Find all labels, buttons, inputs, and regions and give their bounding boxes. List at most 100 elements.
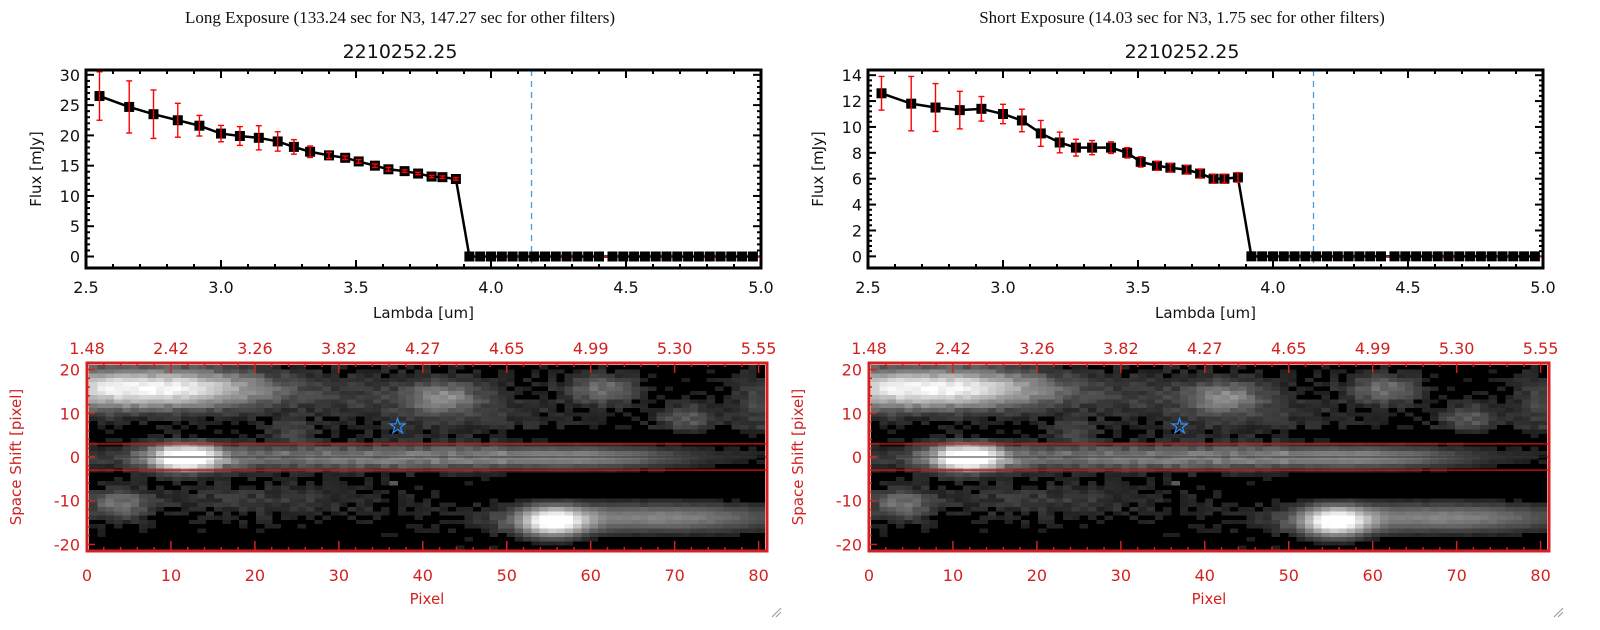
error-bar — [307, 145, 314, 159]
data-point — [1400, 251, 1411, 262]
error-bar — [255, 125, 262, 151]
y-tick-label: 20 — [60, 126, 80, 145]
data-point — [1475, 251, 1486, 262]
error-bar — [452, 177, 459, 181]
data-point — [540, 251, 550, 262]
data-point — [726, 251, 737, 262]
error-bar — [371, 163, 378, 169]
data-point — [715, 251, 726, 262]
data-point — [661, 251, 672, 262]
y-tick-label: 12 — [842, 92, 862, 111]
y-tick-label: 25 — [60, 96, 80, 115]
data-point — [639, 251, 650, 262]
long-exposure-2d-image — [89, 365, 765, 550]
error-bar — [342, 155, 349, 161]
error-bar — [1210, 173, 1217, 184]
x-axis-label: Lambda [um] — [1155, 304, 1256, 322]
x-tick-label: 4.5 — [1395, 278, 1420, 297]
data-point — [1519, 251, 1530, 262]
error-bar — [1018, 108, 1025, 133]
y-tick-label: 6 — [852, 170, 862, 189]
data-point — [1278, 251, 1289, 262]
error-bar — [274, 131, 281, 152]
plot-frame — [866, 68, 1545, 270]
data-point — [550, 251, 561, 262]
data-point — [583, 251, 594, 262]
data-point — [1529, 251, 1540, 262]
long-object-id: 2210252.25 — [343, 41, 458, 63]
x-tick-label: 3.5 — [343, 278, 368, 297]
resize-grip-icon[interactable] — [770, 606, 782, 618]
y-tick-label: 30 — [60, 66, 80, 85]
data-point — [1322, 251, 1332, 262]
data-point — [672, 251, 683, 262]
data-point — [1454, 251, 1465, 262]
x-tick-label: 2.5 — [73, 278, 98, 297]
data-point — [486, 251, 496, 262]
data-point — [1486, 251, 1497, 262]
error-bar — [126, 80, 133, 134]
data-point — [561, 251, 572, 262]
x-tick-label: 3.0 — [990, 278, 1015, 297]
data-point — [1268, 251, 1278, 262]
error-bar — [1197, 168, 1204, 179]
error-bar — [326, 151, 332, 160]
data-point — [1421, 251, 1432, 262]
error-bar — [1072, 138, 1079, 157]
error-bar — [908, 75, 915, 132]
data-point — [507, 251, 518, 262]
data-point — [1443, 251, 1454, 262]
data-point — [1246, 251, 1257, 262]
data-point — [704, 251, 715, 262]
resize-grip-icon[interactable] — [1552, 606, 1564, 618]
data-point — [475, 251, 486, 262]
data-point — [1311, 251, 1322, 262]
data-point — [1289, 251, 1300, 262]
data-point — [683, 251, 694, 262]
error-bar — [1153, 160, 1160, 171]
error-bar — [1234, 171, 1241, 183]
y-tick-label: 10 — [842, 118, 862, 137]
y-tick-label: 2 — [852, 221, 862, 240]
error-bar — [236, 125, 243, 147]
x-tick-label: 4.0 — [1260, 278, 1285, 297]
spectrum-line — [99, 94, 753, 258]
error-bar — [1183, 164, 1190, 175]
data-point — [1343, 251, 1354, 262]
y-tick-label: 10 — [60, 187, 80, 206]
error-bar — [150, 89, 157, 140]
data-point — [496, 251, 507, 262]
y-axis-label: Flux [mJy] — [809, 131, 827, 207]
data-point — [572, 251, 583, 262]
error-bar — [385, 166, 392, 172]
x-tick-label: 4.0 — [478, 278, 503, 297]
data-point — [1257, 251, 1268, 262]
data-point — [1497, 251, 1508, 262]
error-bar — [1037, 119, 1044, 148]
error-bar — [1000, 103, 1006, 125]
error-bar — [401, 169, 408, 174]
x-tick-label: 3.5 — [1125, 278, 1150, 297]
long-exposure-title: Long Exposure (133.24 sec for N3, 147.27… — [185, 8, 615, 27]
data-point — [693, 251, 704, 262]
y-tick-label: 5 — [70, 217, 80, 236]
error-bar — [428, 174, 435, 179]
data-point — [618, 251, 629, 262]
error-bar — [1056, 131, 1063, 154]
y-tick-label: 0 — [852, 247, 862, 266]
data-point — [1411, 251, 1422, 262]
y-tick-label: 8 — [852, 144, 862, 163]
error-bar — [439, 175, 446, 180]
data-point — [1389, 251, 1400, 262]
y-tick-label: 4 — [852, 196, 862, 215]
x-tick-label: 4.5 — [613, 278, 638, 297]
data-point — [650, 251, 661, 262]
data-point — [1376, 251, 1386, 262]
data-point — [1300, 251, 1311, 262]
short-object-id: 2210252.25 — [1125, 41, 1240, 63]
plot-frame — [84, 68, 763, 270]
error-bar — [878, 75, 885, 111]
data-point — [594, 251, 604, 262]
y-axis-label: Flux [mJy] — [27, 131, 45, 207]
